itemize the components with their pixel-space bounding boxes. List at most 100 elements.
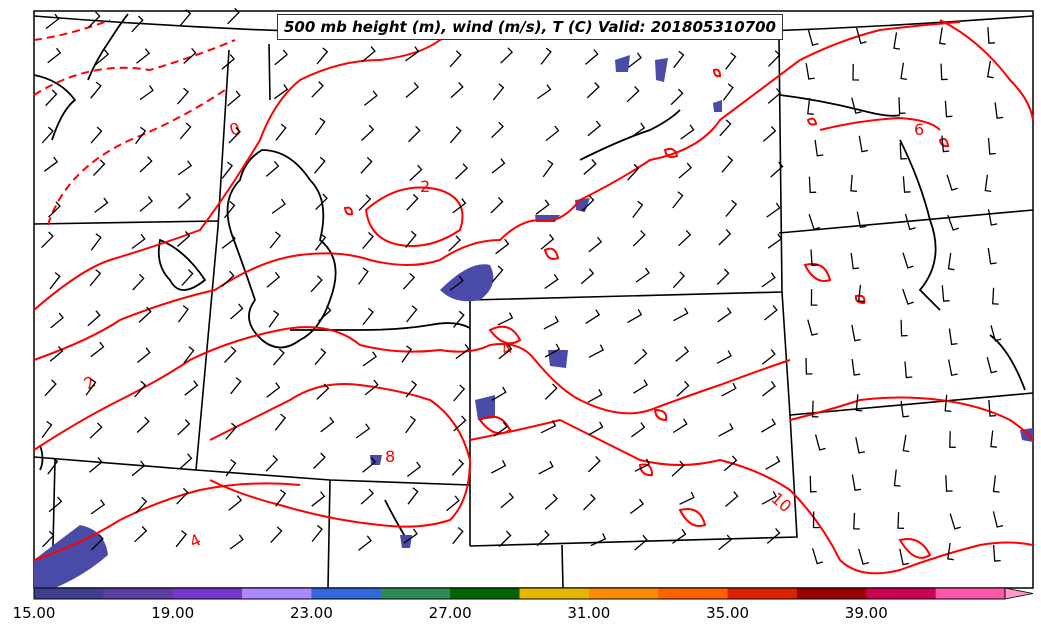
wind-barb bbox=[540, 420, 557, 434]
wind-barb bbox=[678, 162, 693, 179]
wind-barb bbox=[855, 394, 863, 412]
wind-barb bbox=[270, 526, 283, 544]
wind-barb bbox=[949, 431, 956, 448]
wind-barb bbox=[588, 236, 603, 253]
wind-barb bbox=[45, 13, 60, 30]
wind-barb bbox=[987, 247, 997, 265]
wind-barb bbox=[588, 421, 604, 436]
wind-barb bbox=[902, 252, 914, 269]
wind-barb bbox=[47, 47, 62, 64]
wind-barb bbox=[725, 199, 738, 217]
wind-barb bbox=[767, 233, 783, 249]
wind-barb bbox=[583, 493, 596, 511]
wind-barb bbox=[91, 533, 104, 551]
map-frame bbox=[33, 10, 1034, 589]
wind-barb bbox=[131, 233, 146, 250]
wind-barb bbox=[183, 346, 195, 364]
map-title: 500 mb height (m), wind (m/s), T (C) Val… bbox=[277, 14, 783, 40]
wind-barb bbox=[634, 348, 648, 365]
wind-barb bbox=[497, 312, 514, 326]
wind-barb bbox=[767, 88, 782, 104]
wind-barb bbox=[679, 491, 695, 505]
wind-barb bbox=[673, 307, 689, 322]
wind-barb bbox=[587, 456, 601, 473]
wind-barb bbox=[224, 346, 237, 364]
wind-barb bbox=[585, 309, 601, 324]
wind-barb bbox=[672, 271, 686, 289]
wind-barb bbox=[947, 359, 958, 376]
wind-barb bbox=[406, 305, 418, 323]
wind-barb bbox=[814, 434, 826, 451]
wind-barb bbox=[135, 496, 148, 514]
wind-barb bbox=[540, 233, 555, 250]
wind-barb bbox=[590, 533, 607, 547]
wind-barb bbox=[893, 32, 900, 50]
wind-barb bbox=[44, 379, 57, 397]
wind-barb bbox=[48, 201, 61, 218]
wind-barb bbox=[500, 492, 515, 509]
colorbar-segment bbox=[450, 588, 520, 599]
wind-barb bbox=[89, 269, 102, 287]
wind-barb bbox=[229, 534, 244, 550]
wind-barb bbox=[535, 199, 550, 215]
colorbar-segment bbox=[311, 588, 382, 599]
wind-barb bbox=[313, 452, 326, 469]
wind-barb bbox=[850, 174, 857, 192]
wind-barb bbox=[672, 528, 687, 544]
wind-barb bbox=[629, 498, 645, 515]
wind-barb bbox=[766, 527, 781, 544]
wind-barb bbox=[227, 90, 241, 107]
wind-barb bbox=[855, 437, 866, 454]
wind-barb bbox=[225, 459, 237, 477]
wind-barb bbox=[139, 196, 154, 212]
wind-barb bbox=[131, 460, 146, 477]
wind-barb bbox=[542, 159, 554, 178]
wind-barb bbox=[134, 526, 148, 543]
wind-barb bbox=[363, 90, 378, 106]
wind-barb bbox=[631, 422, 646, 438]
wind-barb bbox=[361, 124, 375, 141]
wind-barb bbox=[536, 530, 550, 547]
wind-barb bbox=[314, 117, 326, 136]
wind-barb bbox=[540, 47, 552, 65]
wind-barb bbox=[900, 400, 910, 418]
wind-barb bbox=[761, 272, 776, 288]
wind-barb bbox=[722, 83, 734, 101]
wind-barb bbox=[449, 126, 462, 144]
colorbar-segment bbox=[935, 588, 1006, 599]
wind-barb bbox=[405, 82, 420, 98]
wind-barb bbox=[947, 252, 955, 271]
wind-barb bbox=[904, 361, 913, 379]
wind-barb bbox=[492, 83, 505, 101]
wind-barb bbox=[315, 233, 327, 251]
wind-barb bbox=[48, 496, 63, 513]
wind-barb bbox=[761, 490, 777, 505]
colorbar-extend-arrow bbox=[1004, 587, 1034, 600]
wind-barb bbox=[87, 310, 101, 327]
wind-barb bbox=[275, 123, 287, 141]
temperature-contours bbox=[33, 19, 1034, 575]
wind-barb bbox=[990, 430, 997, 448]
wind-barb bbox=[900, 319, 908, 337]
wind-barb bbox=[41, 231, 54, 249]
wind-barb bbox=[987, 27, 995, 44]
wind-barb bbox=[581, 195, 595, 212]
wind-barb bbox=[453, 310, 465, 328]
wind-barb bbox=[320, 416, 335, 433]
wind-barb bbox=[900, 62, 907, 81]
colorbar-segment bbox=[103, 588, 174, 599]
wind-barb bbox=[314, 156, 326, 174]
wind-barb bbox=[355, 423, 371, 439]
wind-barb bbox=[587, 388, 603, 403]
wind-barb bbox=[228, 127, 241, 144]
wind-barb bbox=[47, 457, 59, 475]
wind-barb bbox=[405, 46, 420, 62]
wind-barb bbox=[680, 124, 695, 140]
wind-barb bbox=[491, 121, 504, 139]
wind-barb bbox=[762, 125, 777, 142]
wind-barb bbox=[992, 287, 999, 305]
wind-barb bbox=[314, 348, 327, 366]
wind-barb bbox=[807, 319, 818, 336]
wind-barb bbox=[544, 343, 561, 358]
wind-barb bbox=[676, 380, 690, 397]
